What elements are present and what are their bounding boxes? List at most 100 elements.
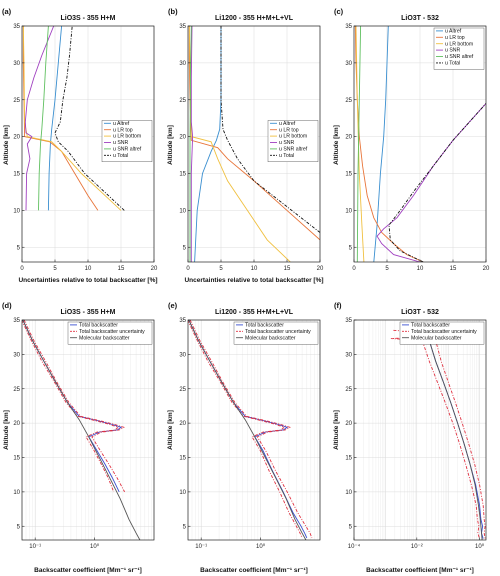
y-tick-label-c: 20 [345, 135, 352, 141]
series-line-c-2 [355, 26, 365, 262]
panel-f: 10⁻⁴ 10⁻² 10⁰ 5 10 15 20 25 30 35 LiO3T - 532 (f) To… [334, 301, 487, 550]
y-tick-label-f: 35 [345, 318, 352, 324]
xlabel-a: Uncertainties relative to total backscat… [18, 277, 157, 284]
legend-label-c: u Total [445, 61, 460, 67]
legend-label-d: Total backscatter [79, 323, 118, 329]
y-tick-label-c: 30 [345, 61, 352, 67]
series-group-a [22, 26, 125, 211]
legend-box-d [67, 321, 153, 345]
series-line-c-4 [356, 26, 362, 262]
y-tick-label-a: 15 [13, 172, 20, 178]
x-tick-label-b: 15 [284, 266, 291, 272]
y-tick-label-e: 10 [179, 490, 186, 496]
y-tick-label-e: 15 [179, 456, 186, 462]
series-line-f-2 [421, 340, 481, 539]
legend-label-a: u LR bottom [113, 134, 141, 140]
y-tick-label-e: 30 [179, 352, 186, 358]
x-tick-label-e: 10⁰ [256, 543, 266, 550]
legend-label-a: u SNR altref [113, 147, 142, 153]
ylabel-e: Altitude [km] [167, 410, 174, 450]
ylabel-c: Altitude [km] [333, 125, 340, 165]
panel-letter-e: (e) [168, 301, 178, 310]
ylabel-d: Altitude [km] [3, 410, 10, 450]
xlabel-f: Backscatter coefficient [Mm⁻¹ sr⁻¹] [366, 567, 474, 574]
x-tick-label-e: 10⁻¹ [195, 544, 207, 550]
legend-label-f: Molecular backscatter [411, 335, 462, 341]
legend-label-c: u LR bottom [445, 41, 473, 47]
legend-label-a: u Altref [113, 121, 130, 127]
y-tick-label-f: 10 [345, 490, 352, 496]
series-line-d-1 [23, 320, 125, 493]
panel-letter-b: (b) [168, 7, 178, 16]
series-line-e-2 [188, 320, 303, 539]
x-tick-label-b: 0 [186, 266, 190, 272]
plot-area-e [188, 320, 320, 540]
y-tick-label-d: 20 [13, 421, 20, 427]
series-line-c-5 [388, 103, 486, 262]
plot-area-f [354, 320, 486, 540]
x-tick-label-a: 20 [151, 266, 158, 272]
y-tick-label-c: 25 [345, 98, 352, 104]
panel-b: 0 5 10 15 20 5 10 15 20 25 30 35 Li1200 - 355 H+M+L+… [168, 7, 324, 272]
ylabel-b: Altitude [km] [167, 125, 174, 165]
y-tick-label-f: 15 [345, 456, 352, 462]
panel-d: 10⁻¹ 10⁰ 5 10 15 20 25 30 35 LiO3S - 355 H+M (d) To… [2, 301, 155, 550]
y-tick-label-d: 10 [13, 490, 20, 496]
y-tick-label-e: 5 [183, 524, 187, 530]
panel-title-c: LiO3T - 532 [401, 15, 439, 22]
legend-label-c: u LR top [445, 35, 465, 41]
y-tick-label-b: 20 [179, 135, 186, 141]
panel-title-f: LiO3T - 532 [401, 309, 439, 316]
legend-label-f: Total backscatter [411, 323, 450, 329]
panel-title-d: LiO3S - 355 H+M [60, 309, 115, 316]
y-tick-label-f: 20 [345, 421, 352, 427]
legend-label-e: Total backscatter [245, 323, 284, 329]
y-tick-label-e: 35 [179, 318, 186, 324]
legend-label-e: Total backscatter uncertainty [245, 329, 311, 335]
x-tick-label-d: 10⁻¹ [29, 544, 41, 550]
y-tick-label-d: 5 [17, 524, 21, 530]
x-tick-label-d: 10⁰ [90, 543, 100, 550]
y-tick-label-a: 25 [13, 98, 20, 104]
x-tick-label-a: 5 [53, 266, 57, 272]
series-group-d [22, 320, 141, 540]
legend-label-d: Molecular backscatter [79, 335, 130, 341]
legend-label-a: u LR top [113, 127, 133, 133]
series-line-a-3 [24, 26, 55, 211]
legend-box-e [233, 321, 319, 345]
legend-label-a: u Total [113, 153, 128, 159]
y-tick-label-b: 5 [183, 245, 187, 251]
x-tick-label-c: 5 [385, 266, 389, 272]
x-tick-label-b: 20 [317, 266, 324, 272]
y-tick-label-d: 30 [13, 352, 20, 358]
y-tick-label-a: 35 [13, 24, 20, 30]
y-tick-label-a: 30 [13, 61, 20, 67]
y-tick-label-e: 25 [179, 387, 186, 393]
x-tick-label-c: 10 [417, 266, 424, 272]
series-line-a-4 [38, 26, 49, 211]
y-tick-label-b: 35 [179, 24, 186, 30]
series-line-a-2 [22, 26, 122, 211]
y-tick-label-b: 25 [179, 98, 186, 104]
legend-label-e: Molecular backscatter [245, 335, 296, 341]
y-tick-label-f: 25 [345, 387, 352, 393]
y-tick-label-c: 5 [349, 245, 353, 251]
series-line-b-1 [188, 26, 320, 241]
series-line-c-3 [376, 103, 486, 262]
axes-frame-d [21, 319, 155, 541]
panel-e: 10⁻¹ 10⁰ 5 10 15 20 25 30 35 Li1200 - 355 H+M+L+V… [168, 301, 321, 550]
y-tick-label-e: 20 [179, 421, 186, 427]
y-tick-label-f: 30 [345, 352, 352, 358]
panel-a: 0 5 10 15 20 5 10 15 20 25 30 35 LiO3S - 355 H+M (a) u… [2, 7, 158, 272]
legend-label-b: u Altref [279, 121, 296, 127]
y-tick-label-c: 35 [345, 24, 352, 30]
panel-title-e: Li1200 - 355 H+M+L+VL [215, 309, 294, 316]
y-tick-label-d: 35 [13, 318, 20, 324]
x-tick-label-c: 0 [352, 266, 356, 272]
y-tick-label-a: 10 [13, 208, 20, 214]
x-tick-label-b: 5 [219, 266, 223, 272]
